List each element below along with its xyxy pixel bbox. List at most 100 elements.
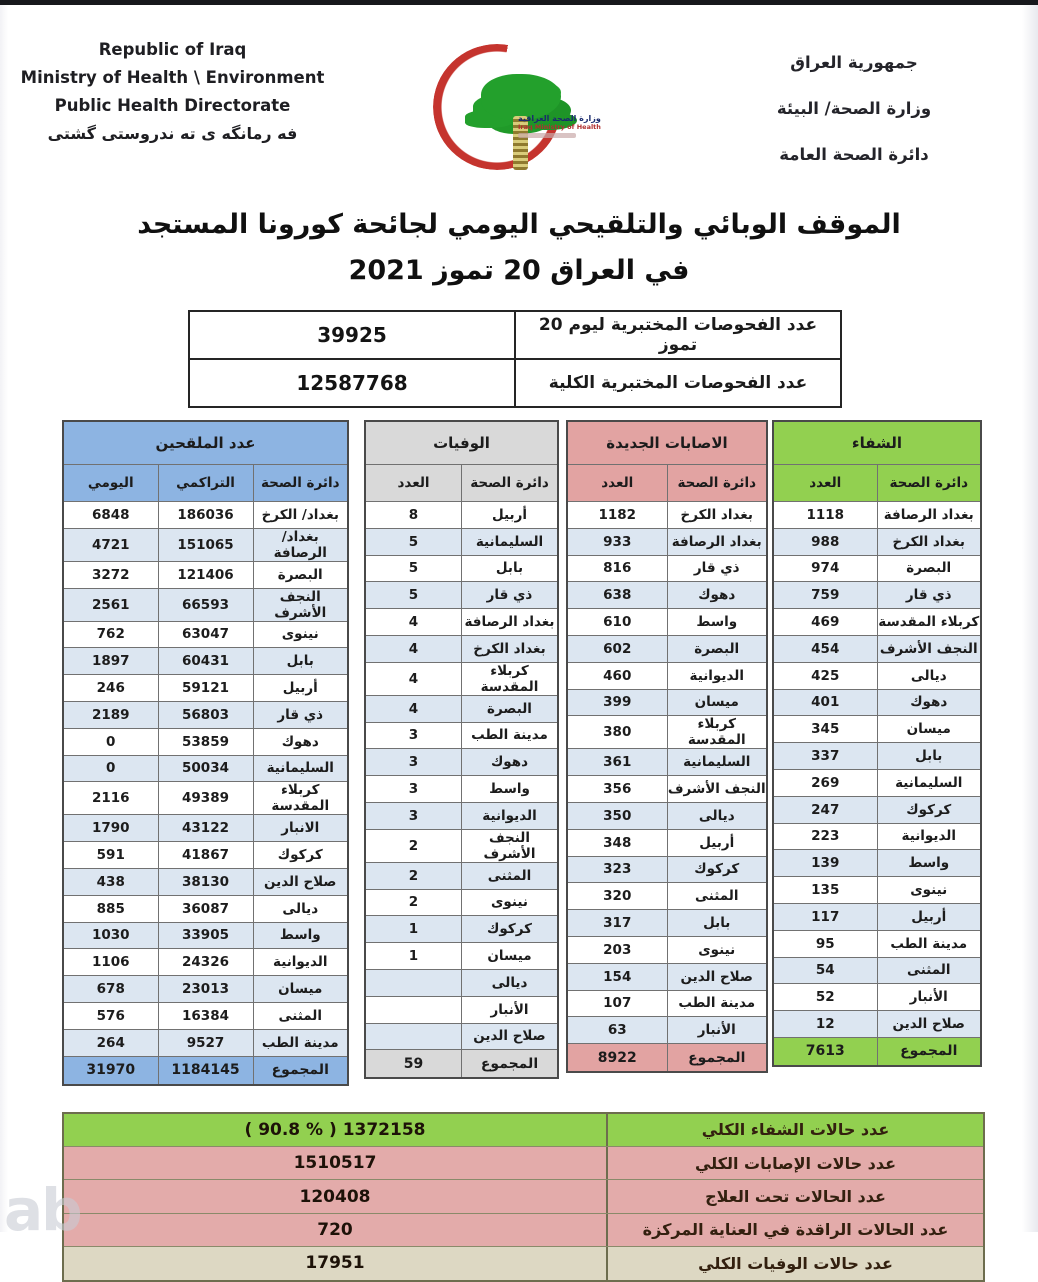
table-row: بابل 337	[772, 742, 982, 770]
summary-row: 1510517 عدد حالات الإصابات الكلي	[64, 1146, 983, 1181]
cell-province: أربيل	[876, 902, 982, 931]
summary-row: 720 عدد الحالات الراقدة في العناية المركز…	[64, 1213, 983, 1248]
table-row: كربلاء المقدسة 380	[566, 715, 768, 750]
cell-province: نينوى	[876, 876, 982, 904]
cell-value: 95	[772, 929, 878, 958]
table-row: البصرة 974	[772, 554, 982, 583]
cell-province: السليمانية	[252, 754, 349, 783]
table-row: بابل 60431 1897	[62, 647, 349, 676]
cell-province: الديوانية	[461, 801, 559, 830]
cell-province: صلاح الدين	[876, 1010, 982, 1038]
daily-tests-value: 39925	[188, 310, 516, 360]
cell-province: صلاح الدين	[461, 1022, 559, 1051]
cell-value: 5	[364, 554, 462, 583]
cell-value: 591	[62, 841, 159, 869]
cell-value: 50034	[157, 754, 254, 783]
cell-value: 345	[772, 715, 878, 744]
summary-value: 120408	[299, 1186, 371, 1207]
total-cumulative: 1184145	[157, 1055, 254, 1086]
cell-province: بغداد الرصافة	[461, 608, 559, 636]
palm-trunk	[513, 116, 528, 170]
table-header-row: دائرة الصحة التراكمي اليومي	[62, 464, 349, 502]
table-title-row: عدد الملقحين	[62, 420, 349, 465]
stats-tables: عدد الملقحين دائرة الصحة التراكمي اليومي…	[62, 420, 987, 1086]
table-row: كركوك 1	[364, 915, 559, 944]
cell-province: نينوى	[252, 620, 349, 649]
summary-value: 17951	[305, 1253, 365, 1274]
table-title-row: الشفاء	[772, 420, 982, 465]
table-row: الديوانية 460	[566, 661, 768, 690]
table-row: صلاح الدين 38130 438	[62, 867, 349, 896]
table-row: النجف الأشرف 2	[364, 828, 559, 863]
table-row: نينوى 135	[772, 876, 982, 904]
table-title-row: الاصابات الجديدة	[566, 420, 768, 465]
table-row: واسط 33905 1030	[62, 921, 349, 950]
table-row: دهوك 53859 0	[62, 727, 349, 756]
cell-province: ديالى	[461, 968, 559, 997]
table-header-row: دائرة الصحة العدد	[364, 464, 559, 502]
cell-province: دهوك	[252, 727, 349, 756]
cell-value: 121406	[157, 560, 254, 589]
letterhead-kurdish-line: فه رمانگه ی ته ندروستی گشتی	[47, 124, 298, 143]
table-row: بابل 317	[566, 909, 768, 937]
table-row: السليمانية 269	[772, 768, 982, 797]
logo-caption: وزارة الصحة العراقية Iraq Ministry of He…	[518, 114, 618, 138]
table-row: نينوى 63047 762	[62, 620, 349, 649]
table-row: بغداد الكرخ 4	[364, 634, 559, 663]
table-row: 39925 عدد الفحوصات المختبرية ليوم 20 تمو…	[188, 310, 842, 360]
summary-label: عدد حالات الشفاء الكلي	[606, 1113, 983, 1146]
scan-left-edge	[0, 5, 8, 1232]
letterhead-en-line1: Republic of Iraq	[98, 40, 247, 59]
cell-value: 3	[364, 748, 462, 777]
cell-value: 2116	[62, 781, 159, 816]
cell-province: الأنبار	[666, 1016, 768, 1045]
cell-value: 269	[772, 768, 878, 797]
table-row: السليمانية 5	[364, 527, 559, 556]
cell-value: 203	[566, 935, 668, 964]
cell-value: 425	[772, 661, 878, 690]
cell-value: 885	[62, 894, 159, 923]
letterhead-en-line2: Ministry of Health \ Environment	[20, 68, 325, 87]
cell-value: 380	[566, 715, 668, 750]
cell-province: كربلاء المقدسة	[461, 661, 559, 696]
col-health-directorate: دائرة الصحة	[876, 464, 982, 502]
letterhead-arabic: جمهورية العراق وزارة الصحة/ البيئة دائرة…	[728, 36, 1038, 188]
cell-province: بابل	[876, 742, 982, 770]
cell-value: 2189	[62, 700, 159, 729]
table-row: صلاح الدين	[364, 1022, 559, 1051]
cell-value: 1	[364, 915, 462, 944]
cell-value: 135	[772, 876, 878, 904]
cell-province: المثنى	[461, 861, 559, 890]
cell-value: 348	[566, 828, 668, 857]
table-row: ديالى 36087 885	[62, 894, 349, 923]
table-row: بغداد/ الرصافة 151065 4721	[62, 527, 349, 562]
cell-value: 247	[772, 795, 878, 824]
report-title-line1: الموقف الوبائي والتلقيحي اليومي لجائحة ك…	[137, 209, 901, 240]
scan-right-edge	[1022, 5, 1038, 1232]
table-row: نينوى 203	[566, 935, 768, 964]
cell-province: النجف الأشرف	[461, 828, 559, 863]
total-label: المجموع	[876, 1036, 982, 1067]
cell-value: 317	[566, 909, 668, 937]
table-row: دهوك 638	[566, 581, 768, 610]
cell-province: المثنى	[252, 1001, 349, 1030]
cell-value: 3	[364, 721, 462, 750]
summary-value: 720	[317, 1219, 353, 1240]
cell-value: 460	[566, 661, 668, 690]
cell-value: 350	[566, 801, 668, 830]
cell-province: بابل	[461, 554, 559, 583]
table-row: ديالى 425	[772, 661, 982, 690]
cell-province: صلاح الدين	[666, 962, 768, 991]
cell-value: 49389	[157, 781, 254, 816]
table-row: ميسان 1	[364, 942, 559, 970]
table-row: صلاح الدين 154	[566, 962, 768, 991]
table-row: مدينة الطب 95	[772, 929, 982, 958]
cell-value: 12	[772, 1010, 878, 1038]
table-row: كركوك 323	[566, 855, 768, 884]
total-label: المجموع	[666, 1043, 768, 1073]
table-row: كربلاء المقدسة 4	[364, 661, 559, 696]
cell-value: 24326	[157, 948, 254, 977]
table-row: الديوانية 24326 1106	[62, 948, 349, 977]
cell-value: 107	[566, 989, 668, 1018]
total-tests-label: عدد الفحوصات المختبرية الكلية	[514, 358, 842, 408]
